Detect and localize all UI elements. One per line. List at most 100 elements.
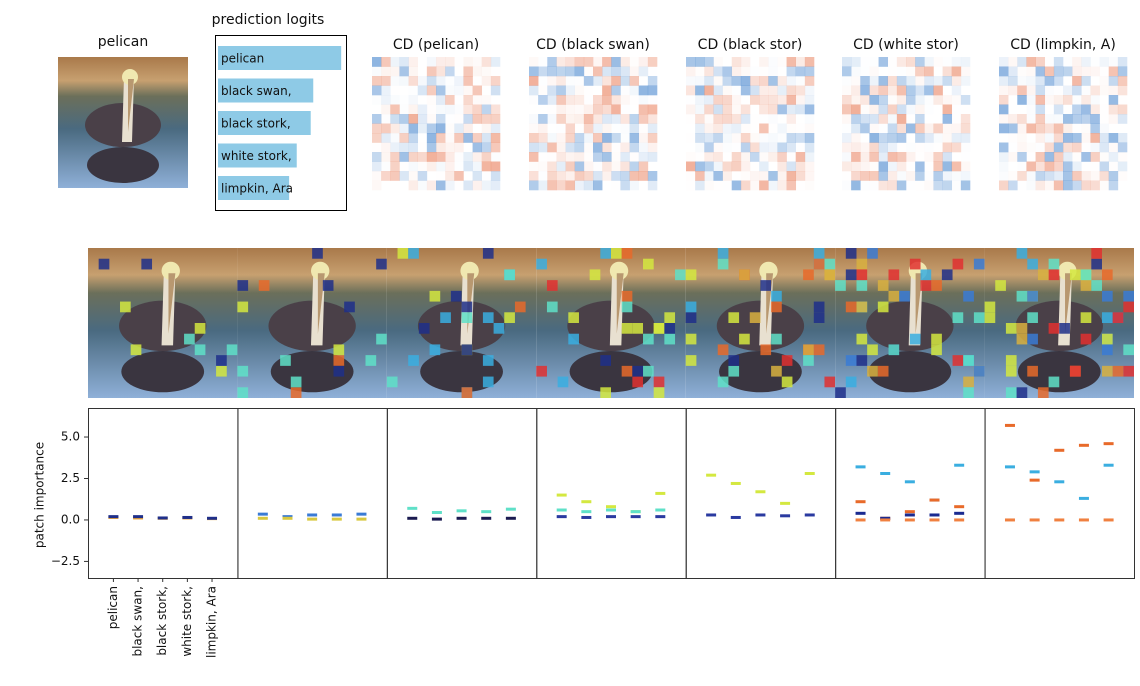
bird-reflection [121,351,205,393]
heat-cell [454,76,464,86]
heat-cell [1099,142,1110,153]
heat-cell [804,161,815,172]
bird-beak [1065,273,1072,334]
heat-cell [418,181,427,191]
heat-cell [473,95,482,105]
heat-cell [1017,142,1027,153]
heat-cell [602,161,612,172]
heat-cell [639,181,648,191]
heat-cell [896,123,907,134]
heat-cell [915,57,925,67]
bird-beak [616,273,624,334]
heat-cell [722,76,733,86]
panel-frame [386,408,538,579]
heat-cell [445,142,455,153]
heat-cell [463,171,472,181]
heat-cell [399,171,409,181]
overlay-patch [653,323,665,334]
overlay-patch [685,301,697,313]
heat-cell [804,76,815,86]
overlay-patch [909,258,921,270]
heat-cell [547,124,556,134]
heat-cell [584,67,593,77]
heat-cell [372,143,381,153]
heat-cell [593,180,603,191]
heat-cell [906,95,916,105]
overlay-patch [920,280,932,291]
heat-cell [924,66,934,77]
heat-cell [611,85,621,96]
heat-cell [436,133,446,143]
heat-cell [804,152,815,162]
heat-cell [786,57,797,67]
heat-cell [999,114,1009,124]
heat-cell [372,95,381,105]
heat-cell [445,124,454,134]
heat-cell [436,85,446,96]
heat-cell [565,161,576,172]
heat-cell [584,95,593,105]
heat-cell [924,57,934,67]
heat-cell [490,85,501,96]
heat-cell [463,104,473,115]
heat-cell [481,114,492,124]
heat-cell [417,85,428,96]
heat-cell [999,180,1009,191]
heat-cell [463,66,473,77]
heat-cell [1008,180,1018,191]
heat-cell [1008,143,1017,153]
overlay-patch [685,333,697,345]
heat-cell [593,123,603,134]
heat-cell [638,95,649,105]
overlay-patch [867,248,878,259]
overlay-patch [973,258,985,270]
heat-cell [695,180,705,191]
heat-cell [481,133,492,143]
heat-cell [1026,181,1035,191]
heat-cell [1108,95,1119,105]
heat-cell [490,76,501,86]
overlay-patch [1027,290,1038,302]
heat-cell [1035,57,1046,67]
heat-cell [381,57,391,67]
heat-cell [611,114,621,124]
overlay-patch [1027,258,1038,270]
heat-cell [1072,76,1082,86]
heat-cell [436,76,446,86]
heat-cell [942,171,953,181]
heat-cell [611,57,621,67]
heat-cell [869,76,879,86]
overlay-patch [739,269,750,281]
overlay-patch [557,376,569,388]
heat-cell [1090,162,1099,172]
heat-cell [795,66,806,77]
heat-cell [426,180,437,191]
heat-cell [620,142,630,153]
overlay-patch [771,301,782,313]
heat-cell [878,180,889,191]
heat-cell [796,124,805,134]
heat-cell [381,181,390,191]
heat-cell [695,114,705,124]
logit-label: limpkin, Ara [221,182,293,196]
heat-cell [638,171,649,181]
heat-cell [472,85,483,96]
heat-cell [759,123,769,134]
overlay-patch [216,355,227,366]
heat-cell [482,67,491,77]
heat-cell [574,142,585,153]
heat-cell [933,143,942,153]
overlay-patch [322,280,334,291]
heat-cell [924,181,933,191]
overlay-patch [1080,312,1092,323]
heat-cell [786,114,797,124]
heat-cell [538,95,548,105]
heat-cell [629,161,640,172]
heat-cell [408,57,419,67]
heat-cell [427,95,436,105]
heat-cell [933,85,943,96]
heat-cell [629,123,640,134]
heat-cell [390,57,400,67]
heat-cell [390,86,399,96]
overlay-patch [664,312,676,323]
